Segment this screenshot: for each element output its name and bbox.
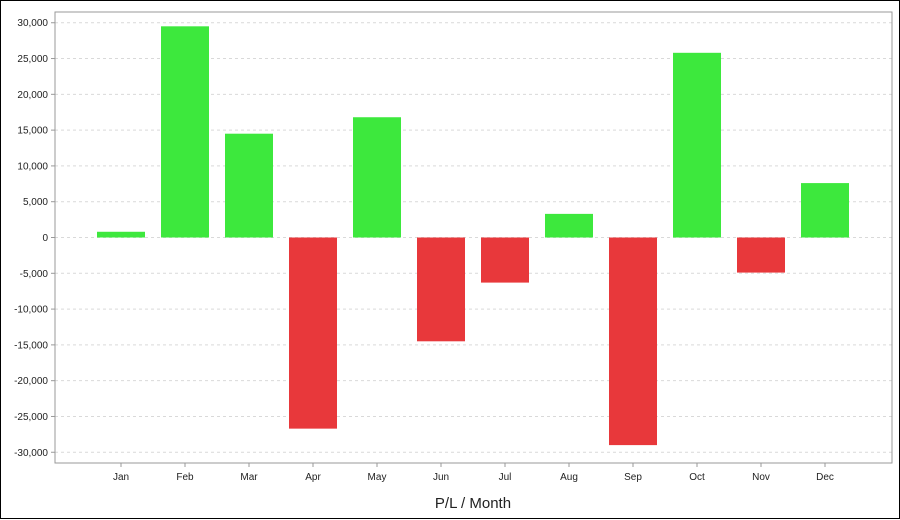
bar-dec [801, 183, 849, 238]
bar-oct [673, 52, 721, 238]
x-tick-label: Feb [176, 472, 194, 483]
y-tick-label: -10,000 [14, 305, 48, 316]
y-tick-label: 15,000 [17, 126, 48, 137]
bar-nov [737, 237, 785, 273]
y-tick-label: 0 [42, 233, 48, 244]
x-tick-label: Jun [433, 472, 449, 483]
y-tick-label: -25,000 [14, 412, 48, 423]
y-tick-label: -20,000 [14, 376, 48, 387]
y-tick-label: 10,000 [17, 161, 48, 172]
x-axis-title: P/L / Month [435, 495, 511, 512]
y-tick-label: -30,000 [14, 448, 48, 459]
y-tick-label: 30,000 [17, 18, 48, 29]
x-tick-label: Dec [816, 472, 834, 483]
y-tick-label: 5,000 [23, 197, 48, 208]
x-tick-label: May [368, 472, 387, 483]
y-tick-label: -15,000 [14, 340, 48, 351]
bar-aug [545, 213, 593, 238]
x-tick-label: Mar [240, 472, 258, 483]
y-tick-label: -5,000 [20, 269, 49, 280]
x-tick-label: Aug [560, 472, 578, 483]
bar-feb [161, 26, 209, 238]
x-tick-label: Sep [624, 472, 642, 483]
bar-jun [417, 237, 465, 342]
bar-jul [481, 237, 529, 283]
x-tick-label: Nov [752, 472, 770, 483]
x-tick-label: Jan [113, 472, 129, 483]
x-tick-labels: Jan Feb Mar Apr May Jun Jul Aug Sep Oct Nov Dec [113, 463, 834, 483]
x-tick-label: Oct [689, 472, 705, 483]
bar-apr [289, 237, 337, 429]
bars [97, 26, 849, 446]
bar-mar [225, 133, 273, 238]
y-tick-labels: 30,000 25,000 20,000 15,000 10,000 5,000 0 -5,0… [14, 18, 55, 459]
bar-may [353, 117, 401, 238]
x-tick-label: Apr [305, 472, 321, 483]
bar-sep [609, 237, 657, 446]
bar-jan [97, 231, 145, 238]
x-tick-label: Jul [499, 472, 512, 483]
y-tick-label: 25,000 [17, 54, 48, 65]
y-tick-label: 20,000 [17, 90, 48, 101]
